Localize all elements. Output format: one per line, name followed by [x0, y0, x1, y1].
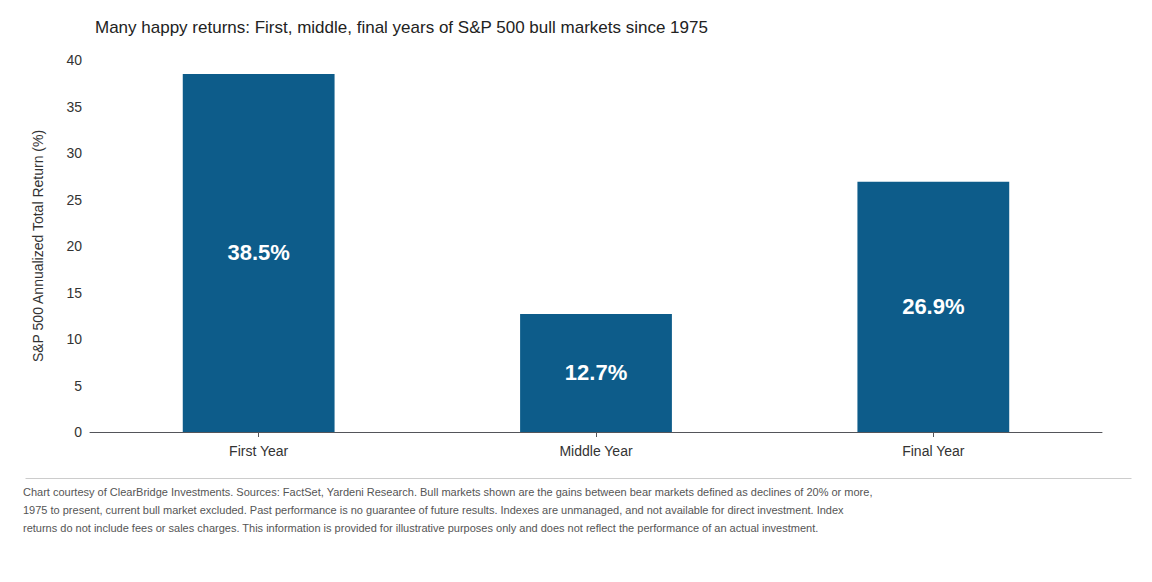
svg-text:Many happy returns: First, mid: Many happy returns: First, middle, final… — [95, 18, 708, 37]
svg-text:15: 15 — [66, 285, 82, 301]
svg-text:1975 to present, current bull: 1975 to present, current bull market exc… — [23, 504, 844, 516]
svg-text:0: 0 — [74, 424, 82, 440]
svg-text:S&P 500 Annualized Total Retur: S&P 500 Annualized Total Return (%) — [30, 130, 46, 362]
svg-text:40: 40 — [66, 52, 82, 68]
svg-text:Middle Year: Middle Year — [559, 443, 633, 459]
svg-text:25: 25 — [66, 192, 82, 208]
svg-text:Final Year: Final Year — [902, 443, 965, 459]
svg-text:26.9%: 26.9% — [902, 294, 964, 319]
svg-text:10: 10 — [66, 331, 82, 347]
svg-text:First Year: First Year — [229, 443, 288, 459]
svg-text:35: 35 — [66, 99, 82, 115]
svg-text:30: 30 — [66, 145, 82, 161]
svg-text:5: 5 — [74, 378, 82, 394]
svg-text:Chart courtesy of ClearBridge: Chart courtesy of ClearBridge Investment… — [23, 486, 872, 498]
svg-text:38.5%: 38.5% — [227, 240, 289, 265]
svg-text:12.7%: 12.7% — [565, 360, 627, 385]
svg-text:20: 20 — [66, 238, 82, 254]
svg-text:returns do not include fees or: returns do not include fees or sales cha… — [23, 522, 818, 534]
